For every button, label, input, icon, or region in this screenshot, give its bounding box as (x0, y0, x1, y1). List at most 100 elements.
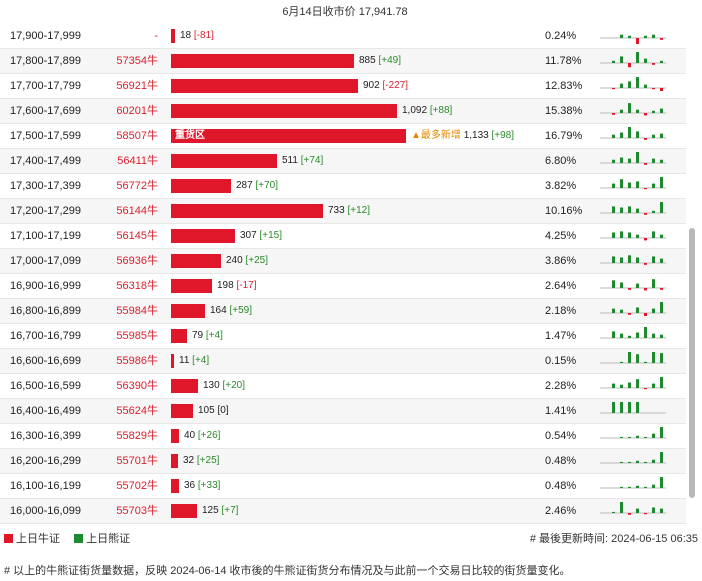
table-row[interactable]: 16,800-16,899 55984牛 164 [+59] 2.18% (0, 299, 686, 324)
trend-sparkline (600, 377, 666, 390)
table-row[interactable]: 17,900-17,999 - 18 [-81] 0.24% (0, 24, 686, 49)
cbbc-code-link[interactable]: 56411牛 (117, 155, 158, 167)
cbbc-code-link[interactable]: 56390牛 (116, 380, 158, 392)
trend-sparkline (600, 52, 666, 68)
trend-sparkline (600, 302, 666, 316)
table-row[interactable]: 17,000-17,099 56936牛 240 [+25] 3.86% (0, 249, 686, 274)
volume-bar-cell: 40 [+26] (171, 424, 531, 448)
cbbc-code-link[interactable]: - (154, 30, 158, 42)
table-row[interactable]: 17,200-17,299 56144牛 733 [+12] 10.16% (0, 199, 686, 224)
sparkline-bar (620, 436, 623, 438)
sparkline-bar (636, 307, 639, 313)
sparkline-bar (628, 206, 631, 213)
table-row[interactable]: 17,100-17,199 56145牛 307 [+15] 4.25% (0, 224, 686, 249)
table-row[interactable]: 16,700-16,799 55985牛 79 [+4] 1.47% (0, 324, 686, 349)
table-row[interactable]: 16,900-16,999 56318牛 198 [-17] 2.64% (0, 274, 686, 299)
sparkline-bar (628, 313, 631, 315)
table-row[interactable]: 16,500-16,599 56390牛 130 [+20] 2.28% (0, 374, 686, 399)
volume-label: 1,092 [+88] (402, 99, 452, 123)
scrollbar-thumb[interactable] (689, 228, 695, 498)
volume-value: 733 (328, 205, 345, 216)
sparkline-bar (660, 38, 663, 40)
volume-value: 1,133 (463, 130, 489, 141)
cbbc-code-link[interactable]: 55984牛 (116, 305, 158, 317)
cbbc-code-link[interactable]: 56936牛 (116, 255, 158, 267)
table-row[interactable]: 16,000-16,099 55703牛 125 [+7] 2.46% (0, 499, 686, 524)
sparkline-bar (644, 163, 647, 165)
table-row[interactable]: 17,600-17,699 60201牛 1,092 [+88] 15.38% (0, 99, 686, 124)
cbbc-code-link[interactable]: 60201牛 (116, 105, 158, 117)
cbbc-code-link[interactable]: 55829牛 (116, 430, 158, 442)
cbbc-code-link[interactable]: 55985牛 (116, 330, 158, 342)
percentage: 2.46% (545, 505, 577, 517)
cbbc-code-link[interactable]: 56772牛 (116, 180, 158, 192)
volume-change: [+98] (491, 130, 515, 141)
table-row[interactable]: 16,400-16,499 55624牛 105 [0] 1.41% (0, 399, 686, 424)
sparkline-bar (628, 81, 631, 88)
cbbc-code-link[interactable]: 55986牛 (116, 355, 158, 367)
cbbc-code-link[interactable]: 56921牛 (116, 80, 158, 92)
cbbc-code-link[interactable]: 56144牛 (116, 205, 158, 217)
table-row[interactable]: 17,500-17,599 58507牛 重货区 ▲最多新增 1,133 [+98] 1… (0, 124, 686, 149)
table-row[interactable]: 16,300-16,399 55829牛 40 [+26] 0.54% (0, 424, 686, 449)
volume-label: 198 [-17] (217, 274, 256, 298)
percentage: 10.16% (545, 205, 583, 217)
sparkline-bar (612, 183, 615, 188)
sparkline-bar (612, 88, 615, 90)
sparkline-bar (620, 109, 623, 113)
volume-change: [+74] (300, 155, 324, 166)
sparkline-bar (652, 308, 655, 313)
sparkline-bar (612, 280, 615, 288)
volume-bar (171, 404, 193, 418)
volume-bar-cell: 11 [+4] (171, 349, 531, 373)
table-row[interactable]: 16,200-16,299 55701牛 32 [+25] 0.48% (0, 449, 686, 474)
cbbc-code-link[interactable]: 55701牛 (116, 455, 158, 467)
volume-bar-cell: 36 [+33] (171, 474, 531, 498)
table-row[interactable]: 16,600-16,699 55986牛 11 [+4] 0.15% (0, 349, 686, 374)
sparkline-bar (636, 354, 639, 363)
percentage: 15.38% (545, 105, 583, 117)
trend-sparkline (600, 152, 666, 165)
sparkline-bar (660, 258, 663, 263)
price-range: 16,700-16,799 (10, 330, 81, 342)
table-row[interactable]: 17,400-17,499 56411牛 511 [+74] 6.80% (0, 149, 686, 174)
volume-label: 902 [-227] (363, 74, 408, 98)
sparkline-bar (652, 158, 655, 163)
trend-sparkline (600, 502, 666, 515)
volume-bar-cell: 164 [+59] (171, 299, 531, 323)
sparkline-bar (652, 279, 655, 288)
cbbc-code-link[interactable]: 58507牛 (116, 130, 158, 142)
cbbc-code-link[interactable]: 56318牛 (116, 280, 158, 292)
cbbc-code-link[interactable]: 56145牛 (116, 230, 158, 242)
table-row[interactable]: 17,700-17,799 56921牛 902 [-227] 12.83% (0, 74, 686, 99)
cbbc-code-link[interactable]: 55702牛 (116, 480, 158, 492)
sparkline-bar (644, 35, 647, 38)
sparkline-bar (636, 435, 639, 438)
sparkline-bar (644, 58, 647, 63)
price-range: 17,200-17,299 (10, 205, 81, 217)
sparkline-bar (636, 109, 639, 113)
sparkline-bar (660, 60, 663, 63)
volume-change: [-227] (382, 80, 409, 91)
sparkline-bar (636, 379, 639, 388)
trend-sparkline (600, 427, 666, 439)
table-row[interactable]: 16,100-16,199 55702牛 36 [+33] 0.48% (0, 474, 686, 499)
sparkline-bar (620, 34, 623, 38)
volume-label: 18 [-81] (180, 24, 214, 48)
sparkline-bar (628, 436, 631, 438)
sparkline-bar (644, 388, 647, 390)
sparkline-bar (636, 181, 639, 188)
volume-bar-cell: 32 [+25] (171, 449, 531, 473)
volume-label: 511 [+74] (282, 149, 323, 173)
trend-sparkline (600, 202, 666, 215)
table-row[interactable]: 17,800-17,899 57354牛 885 [+49] 11.78% (0, 49, 686, 74)
table-row[interactable]: 17,300-17,399 56772牛 287 [+70] 3.82% (0, 174, 686, 199)
cbbc-code-link[interactable]: 57354牛 (116, 55, 158, 67)
sparkline-bar (620, 132, 623, 138)
price-range: 16,600-16,699 (10, 355, 81, 367)
cbbc-code-link[interactable]: 55703牛 (116, 505, 158, 517)
volume-bar-cell: 287 [+70] (171, 174, 531, 198)
cbbc-code-link[interactable]: 55624牛 (116, 405, 158, 417)
cbbc-distribution-table: 17,900-17,999 - 18 [-81] 0.24% 17,800-17,899… (0, 24, 686, 524)
sparkline-bar (660, 334, 663, 338)
